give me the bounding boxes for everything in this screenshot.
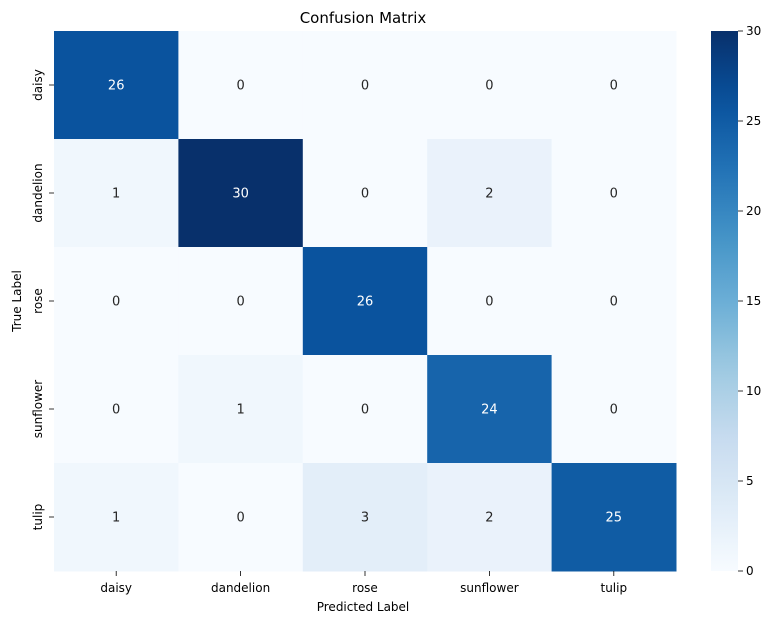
heatmap-cell <box>54 247 179 356</box>
colorbar-tick-label: 15 <box>746 294 761 308</box>
x-tick-label: dandelion <box>211 581 270 595</box>
heatmap-cell <box>427 463 553 572</box>
cell-value-label: 1 <box>112 511 120 526</box>
heatmap-cell <box>178 31 304 140</box>
heatmap-cell <box>427 355 553 464</box>
cell-value-label: 0 <box>236 79 244 94</box>
cell-value-label: 0 <box>361 79 369 94</box>
y-axis-ticks: daisy dandelion rose sunflower tulip <box>31 69 54 530</box>
heatmap-cell <box>551 31 677 140</box>
colorbar-tick-label: 25 <box>746 114 761 128</box>
heatmap-cell <box>302 139 428 248</box>
cell-value-label: 26 <box>108 79 125 94</box>
heatmap-cell <box>427 247 553 356</box>
cell-value-label: 26 <box>357 295 374 310</box>
heatmap-cell <box>54 31 179 140</box>
x-tick-label: tulip <box>600 581 627 595</box>
cell-value-label: 24 <box>481 403 498 418</box>
cell-value-label: 0 <box>361 403 369 418</box>
heatmap-cell <box>178 355 304 464</box>
heatmap-cell <box>178 139 304 248</box>
colorbar-tick-label: 30 <box>746 24 761 38</box>
y-tick-label: tulip <box>31 504 45 531</box>
cell-value-label: 25 <box>606 511 623 526</box>
cell-value-label: 2 <box>485 187 493 202</box>
cell-value-label: 2 <box>485 511 493 526</box>
x-tick-label: daisy <box>100 581 132 595</box>
heatmap-cell <box>551 463 677 572</box>
cell-value-label: 0 <box>610 79 618 94</box>
cell-value-label: 30 <box>232 187 249 202</box>
heatmap-cell <box>302 355 428 464</box>
cell-value-label: 0 <box>236 295 244 310</box>
heatmap-cell <box>178 247 304 356</box>
x-tick-label: rose <box>352 581 378 595</box>
heatmap-cell <box>427 31 553 140</box>
heatmap-cell <box>551 247 677 356</box>
cell-value-label: 0 <box>485 79 493 94</box>
heatmap-cell <box>302 463 428 572</box>
cell-value-label: 1 <box>236 403 244 418</box>
heatmap-cell <box>54 355 179 464</box>
x-axis-label: Predicted Label <box>317 600 410 614</box>
y-axis-label: True Label <box>10 270 24 333</box>
heatmap-cell <box>54 463 179 572</box>
colorbar-tick-label: 20 <box>746 204 761 218</box>
cell-value-label: 0 <box>485 295 493 310</box>
x-tick-label: sunflower <box>460 581 519 595</box>
y-tick-label: dandelion <box>31 163 45 222</box>
y-tick-label: rose <box>31 288 45 314</box>
heatmap-cell <box>551 355 677 464</box>
heatmap-cell <box>427 139 553 248</box>
heatmap-cell <box>54 139 179 248</box>
cell-value-label: 0 <box>236 511 244 526</box>
colorbar-tick-label: 0 <box>746 564 754 578</box>
cell-value-label: 1 <box>112 187 120 202</box>
y-tick-label: sunflower <box>31 380 45 439</box>
cell-value-label: 0 <box>610 187 618 202</box>
heatmap-cell <box>302 247 428 356</box>
cell-value-label: 0 <box>361 187 369 202</box>
chart-title: Confusion Matrix <box>300 9 427 27</box>
colorbar <box>711 31 738 571</box>
heatmap-cell <box>302 31 428 140</box>
heatmap-cell <box>551 139 677 248</box>
colorbar-tick-label: 5 <box>746 474 754 488</box>
colorbar-tick-label: 10 <box>746 384 761 398</box>
colorbar-ticks: 0 5 10 15 20 25 30 <box>738 24 761 578</box>
cell-value-label: 0 <box>112 403 120 418</box>
heatmap-cells: 26 0 0 0 0 1 30 0 2 0 0 0 26 0 0 0 1 0 24 0 1 0 3 2 25 <box>54 31 677 572</box>
cell-value-label: 0 <box>112 295 120 310</box>
cell-value-label: 0 <box>610 295 618 310</box>
cell-value-label: 0 <box>610 403 618 418</box>
heatmap-cell <box>178 463 304 572</box>
x-axis-ticks: daisy dandelion rose sunflower tulip <box>100 571 627 595</box>
cell-value-label: 3 <box>361 511 369 526</box>
y-tick-label: daisy <box>31 69 45 101</box>
